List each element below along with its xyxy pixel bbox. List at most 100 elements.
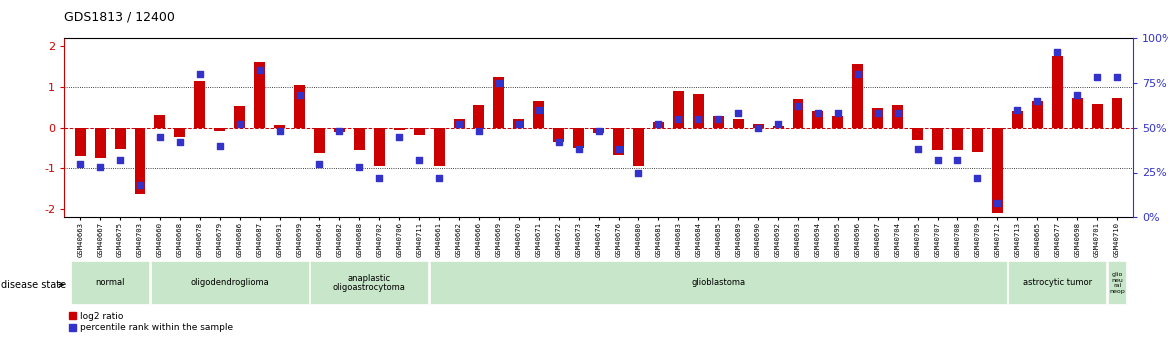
Bar [972,128,983,152]
Bar [394,128,404,130]
Point [1107,75,1126,80]
Bar [430,262,1007,304]
Bar [413,128,425,135]
Point [848,71,867,77]
Bar [374,128,384,166]
Bar [932,128,943,150]
Bar [693,94,704,128]
Bar [1107,262,1126,304]
Point [470,128,488,134]
Bar [772,126,784,128]
Bar [892,105,903,128]
Bar [134,128,146,194]
Legend: log2 ratio, percentile rank within the sample: log2 ratio, percentile rank within the s… [69,312,234,332]
Bar [354,128,364,150]
Text: glio
neu
ral
neop: glio neu ral neop [1110,272,1125,294]
Point [450,121,468,127]
Point [749,125,767,130]
Point [370,175,389,181]
Point [410,157,429,163]
Bar [194,81,206,128]
Point [1008,107,1027,112]
Bar [433,128,445,166]
Point [630,170,648,175]
Bar [793,99,804,128]
Point [111,157,130,163]
Bar [593,128,604,132]
Point [968,175,987,181]
Bar [311,262,429,304]
Point [91,164,110,170]
Point [868,110,887,116]
Bar [1051,56,1063,128]
Point [190,71,209,77]
Bar [613,128,624,155]
Point [1068,92,1086,98]
Point [489,80,508,86]
Bar [473,105,485,128]
Point [270,128,288,134]
Bar [274,125,285,128]
Point [171,139,189,145]
Text: normal: normal [96,278,125,287]
Text: GDS1813 / 12400: GDS1813 / 12400 [64,11,175,23]
Bar [1092,104,1103,128]
Text: glioblastoma: glioblastoma [691,278,745,287]
Bar [813,110,823,128]
Bar [534,101,544,128]
Point [948,157,967,163]
Point [290,92,308,98]
Bar [235,107,245,128]
Bar [952,128,962,150]
Point [689,116,708,121]
Point [210,143,229,148]
Point [610,146,628,152]
Bar [294,85,305,128]
Bar [853,65,863,128]
Point [589,128,607,134]
Bar [712,116,724,128]
Point [569,146,588,152]
Bar [752,124,764,128]
Bar [493,77,505,128]
Bar [1112,98,1122,128]
Bar [833,116,843,128]
Bar [554,128,564,142]
Point [1087,75,1106,80]
Bar [453,119,465,128]
Point [788,104,807,109]
Point [889,110,908,116]
Bar [732,119,744,128]
Bar [314,128,325,153]
Text: astrocytic tumor: astrocytic tumor [1023,278,1092,287]
Bar [255,62,265,128]
Text: oligodendroglioma: oligodendroglioma [190,278,269,287]
Point [529,107,548,112]
Point [669,116,688,121]
Bar [653,121,663,128]
Point [311,161,329,166]
Point [1028,98,1047,104]
Point [390,134,409,139]
Point [808,110,827,116]
Point [430,175,449,181]
Bar [71,262,150,304]
Bar [1011,111,1023,128]
Point [549,139,568,145]
Point [1048,50,1066,55]
Point [649,121,668,127]
Point [151,134,169,139]
Bar [912,128,923,140]
Text: disease state: disease state [1,280,67,289]
Bar [114,128,125,149]
Bar [633,128,644,166]
Point [929,157,947,163]
Bar [872,108,883,128]
Point [509,121,528,127]
Bar [673,91,683,128]
Point [729,110,748,116]
Point [769,121,787,127]
Bar [151,262,308,304]
Point [709,116,728,121]
Point [828,110,847,116]
